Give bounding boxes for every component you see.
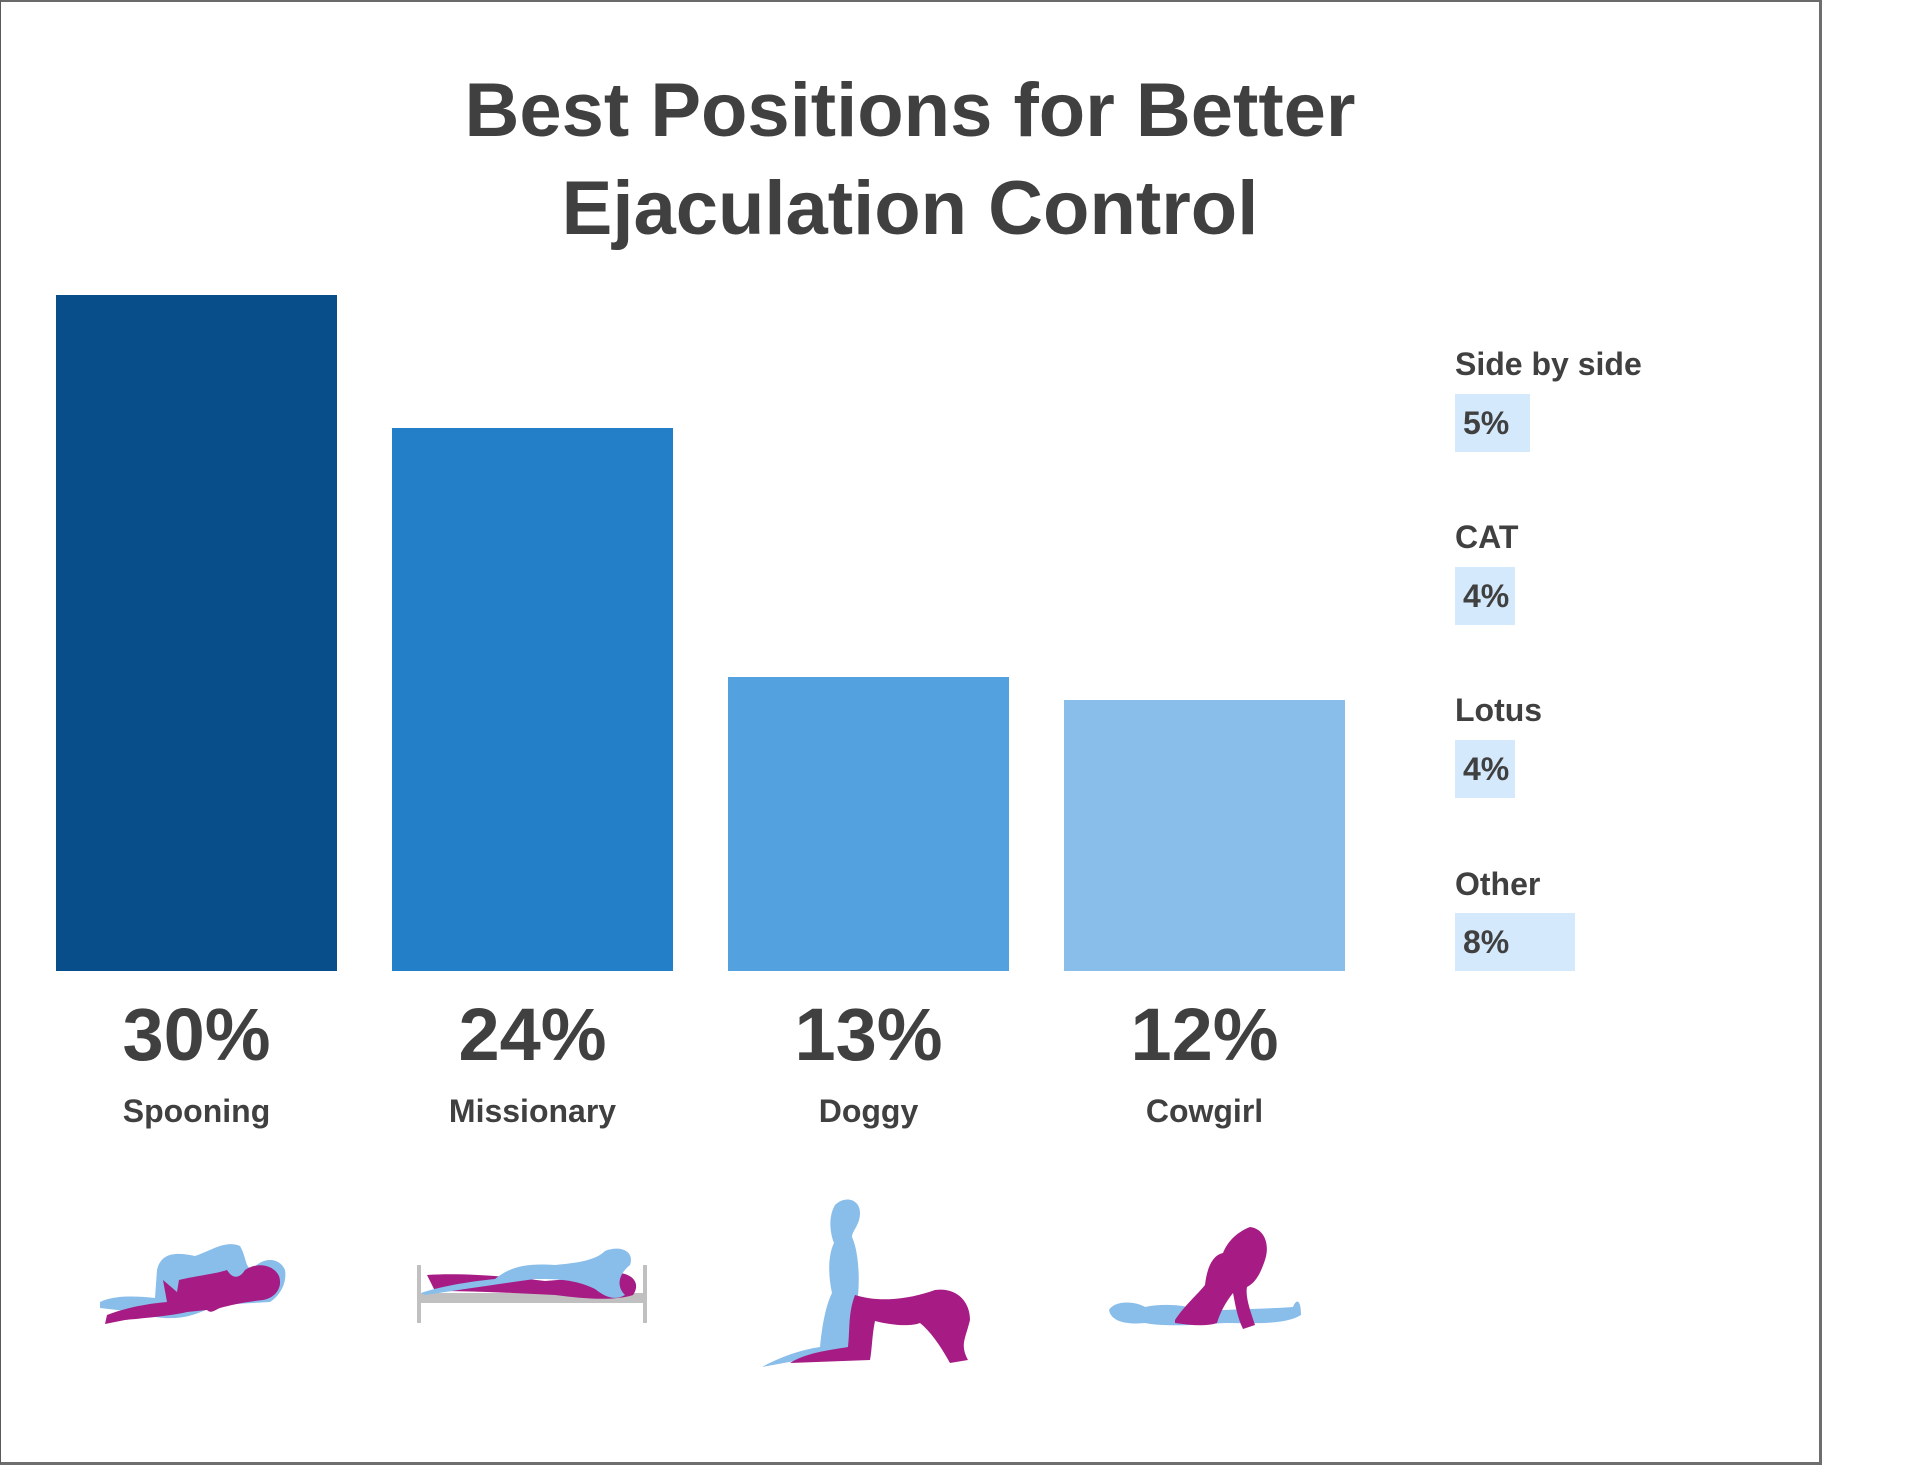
legend-label-side-by-side: Side by side (1455, 346, 1642, 382)
missionary-position-icon (417, 1248, 647, 1323)
legend-value-side-by-side: 5% (1455, 394, 1530, 452)
value-label-cowgirl: 12% (1130, 993, 1279, 1076)
legend-label-cat: CAT (1455, 519, 1519, 555)
category-label-missionary: Missionary (448, 1093, 617, 1129)
bar-cowgirl (1064, 700, 1345, 971)
doggy-position-icon (762, 1199, 970, 1367)
legend-value-cat: 4% (1455, 567, 1515, 625)
legend-label-lotus: Lotus (1455, 692, 1543, 728)
legend-label-other: Other (1455, 866, 1541, 902)
spooning-position-icon (100, 1244, 286, 1324)
legend-value-other: 8% (1455, 913, 1575, 971)
category-label-cowgirl: Cowgirl (1145, 1093, 1264, 1129)
cowgirl-position-icon (1109, 1227, 1301, 1329)
value-label-spooning: 30% (122, 993, 271, 1076)
category-label-doggy: Doggy (818, 1093, 919, 1129)
chart-title-line-1: Best Positions for Better (464, 68, 1356, 153)
legend-value-lotus: 4% (1455, 740, 1515, 798)
value-label-doggy: 13% (794, 993, 943, 1076)
bar-missionary (392, 428, 673, 971)
chart-title-line-2: Ejaculation Control (561, 166, 1259, 251)
bar-doggy (728, 677, 1009, 971)
value-label-missionary: 24% (458, 993, 607, 1076)
bar-spooning (56, 295, 337, 971)
category-label-spooning: Spooning (122, 1093, 271, 1129)
chart-title: Best Positions for Better Ejaculation Co… (0, 62, 1820, 258)
